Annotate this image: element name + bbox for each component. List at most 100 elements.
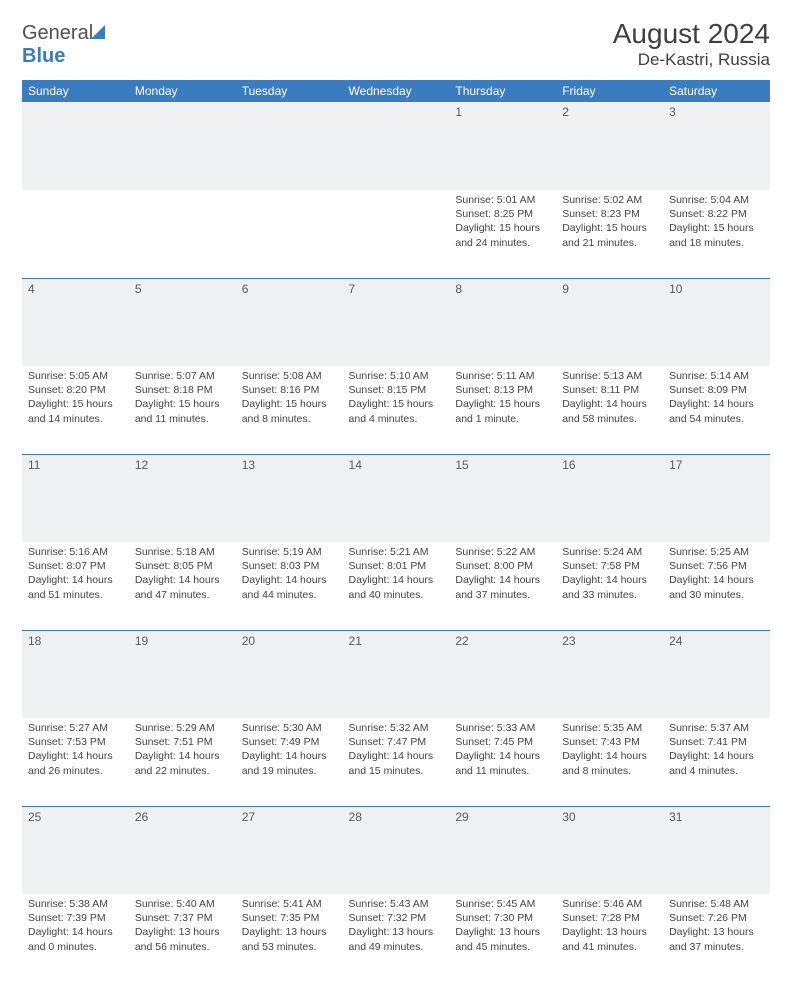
day-number-cell: 8 (449, 278, 556, 366)
day-line: and 33 minutes. (562, 588, 657, 602)
day-number-cell: 20 (236, 630, 343, 718)
day-line: Sunrise: 5:05 AM (28, 369, 123, 383)
day-line: Sunset: 8:23 PM (562, 207, 657, 221)
day-lines: Sunrise: 5:29 AMSunset: 7:51 PMDaylight:… (135, 721, 230, 778)
day-line: Daylight: 14 hours (562, 749, 657, 763)
day-content-cell: Sunrise: 5:01 AMSunset: 8:25 PMDaylight:… (449, 190, 556, 278)
day-content-cell: Sunrise: 5:32 AMSunset: 7:47 PMDaylight:… (343, 718, 450, 806)
day-header: Tuesday (236, 80, 343, 102)
day-line: and 4 minutes. (349, 412, 444, 426)
day-number-cell: 6 (236, 278, 343, 366)
day-line: Sunrise: 5:40 AM (135, 897, 230, 911)
day-content-cell: Sunrise: 5:24 AMSunset: 7:58 PMDaylight:… (556, 542, 663, 630)
day-line: Sunrise: 5:13 AM (562, 369, 657, 383)
calendar-body: 123Sunrise: 5:01 AMSunset: 8:25 PMDaylig… (22, 102, 770, 982)
day-content-cell: Sunrise: 5:38 AMSunset: 7:39 PMDaylight:… (22, 894, 129, 982)
daynum-row: 25262728293031 (22, 806, 770, 894)
day-number-cell: 5 (129, 278, 236, 366)
day-line: Daylight: 13 hours (135, 925, 230, 939)
day-content-cell: Sunrise: 5:41 AMSunset: 7:35 PMDaylight:… (236, 894, 343, 982)
day-line: Daylight: 15 hours (455, 221, 550, 235)
day-line: Sunset: 8:15 PM (349, 383, 444, 397)
day-line: Sunset: 8:16 PM (242, 383, 337, 397)
day-line: Sunset: 8:18 PM (135, 383, 230, 397)
day-line: Sunrise: 5:10 AM (349, 369, 444, 383)
day-content-cell: Sunrise: 5:02 AMSunset: 8:23 PMDaylight:… (556, 190, 663, 278)
day-line: and 11 minutes. (455, 764, 550, 778)
day-lines: Sunrise: 5:43 AMSunset: 7:32 PMDaylight:… (349, 897, 444, 954)
day-line: Sunset: 7:45 PM (455, 735, 550, 749)
day-line: Sunset: 7:51 PM (135, 735, 230, 749)
brand-part2: Blue (22, 45, 65, 67)
day-number-cell: 28 (343, 806, 450, 894)
day-line: Daylight: 14 hours (28, 573, 123, 587)
day-lines: Sunrise: 5:33 AMSunset: 7:45 PMDaylight:… (455, 721, 550, 778)
day-content-cell: Sunrise: 5:33 AMSunset: 7:45 PMDaylight:… (449, 718, 556, 806)
day-line: Sunrise: 5:25 AM (669, 545, 764, 559)
day-line: Daylight: 15 hours (455, 397, 550, 411)
day-line: Sunset: 8:11 PM (562, 383, 657, 397)
day-line: Sunrise: 5:22 AM (455, 545, 550, 559)
day-lines: Sunrise: 5:10 AMSunset: 8:15 PMDaylight:… (349, 369, 444, 426)
day-number-cell: 4 (22, 278, 129, 366)
day-line: Sunset: 7:56 PM (669, 559, 764, 573)
day-number-cell (22, 102, 129, 190)
day-content-cell: Sunrise: 5:04 AMSunset: 8:22 PMDaylight:… (663, 190, 770, 278)
day-lines: Sunrise: 5:37 AMSunset: 7:41 PMDaylight:… (669, 721, 764, 778)
day-line: Sunset: 8:00 PM (455, 559, 550, 573)
day-line: Daylight: 14 hours (349, 573, 444, 587)
day-header: Thursday (449, 80, 556, 102)
day-lines: Sunrise: 5:13 AMSunset: 8:11 PMDaylight:… (562, 369, 657, 426)
day-content-cell: Sunrise: 5:18 AMSunset: 8:05 PMDaylight:… (129, 542, 236, 630)
day-line: and 40 minutes. (349, 588, 444, 602)
day-line: Sunrise: 5:35 AM (562, 721, 657, 735)
brand-logo: General Blue (22, 18, 105, 68)
day-content-cell (236, 190, 343, 278)
day-number-cell: 16 (556, 454, 663, 542)
day-line: Sunrise: 5:14 AM (669, 369, 764, 383)
day-line: Sunrise: 5:41 AM (242, 897, 337, 911)
day-lines: Sunrise: 5:19 AMSunset: 8:03 PMDaylight:… (242, 545, 337, 602)
day-content-cell: Sunrise: 5:05 AMSunset: 8:20 PMDaylight:… (22, 366, 129, 454)
day-line: Sunset: 8:13 PM (455, 383, 550, 397)
day-content-cell: Sunrise: 5:10 AMSunset: 8:15 PMDaylight:… (343, 366, 450, 454)
day-line: Sunset: 7:28 PM (562, 911, 657, 925)
day-line: Sunrise: 5:18 AM (135, 545, 230, 559)
day-line: Sunrise: 5:33 AM (455, 721, 550, 735)
day-line: Sunset: 8:09 PM (669, 383, 764, 397)
day-lines: Sunrise: 5:24 AMSunset: 7:58 PMDaylight:… (562, 545, 657, 602)
day-line: Sunrise: 5:27 AM (28, 721, 123, 735)
day-number-cell: 25 (22, 806, 129, 894)
day-content-cell: Sunrise: 5:08 AMSunset: 8:16 PMDaylight:… (236, 366, 343, 454)
day-content-cell: Sunrise: 5:07 AMSunset: 8:18 PMDaylight:… (129, 366, 236, 454)
day-line: Sunrise: 5:16 AM (28, 545, 123, 559)
day-content-cell: Sunrise: 5:29 AMSunset: 7:51 PMDaylight:… (129, 718, 236, 806)
day-number-cell: 14 (343, 454, 450, 542)
header-row: General Blue August 2024 De-Kastri, Russ… (22, 18, 770, 70)
day-header: Sunday (22, 80, 129, 102)
day-line: and 19 minutes. (242, 764, 337, 778)
day-number-cell: 26 (129, 806, 236, 894)
day-line: Daylight: 14 hours (242, 749, 337, 763)
day-line: Daylight: 15 hours (28, 397, 123, 411)
day-line: and 22 minutes. (135, 764, 230, 778)
day-line: Daylight: 13 hours (349, 925, 444, 939)
day-line: Sunrise: 5:38 AM (28, 897, 123, 911)
day-header: Saturday (663, 80, 770, 102)
day-line: Sunrise: 5:48 AM (669, 897, 764, 911)
day-content-cell: Sunrise: 5:11 AMSunset: 8:13 PMDaylight:… (449, 366, 556, 454)
day-number-cell (236, 102, 343, 190)
day-line: and 37 minutes. (669, 940, 764, 954)
content-row: Sunrise: 5:16 AMSunset: 8:07 PMDaylight:… (22, 542, 770, 630)
day-line: Sunrise: 5:45 AM (455, 897, 550, 911)
day-line: Sunrise: 5:30 AM (242, 721, 337, 735)
calendar-table: SundayMondayTuesdayWednesdayThursdayFrid… (22, 80, 770, 982)
day-number-cell: 18 (22, 630, 129, 718)
day-line: Sunrise: 5:04 AM (669, 193, 764, 207)
day-line: Sunset: 8:05 PM (135, 559, 230, 573)
day-line: Sunrise: 5:08 AM (242, 369, 337, 383)
day-lines: Sunrise: 5:38 AMSunset: 7:39 PMDaylight:… (28, 897, 123, 954)
daynum-row: 18192021222324 (22, 630, 770, 718)
day-line: and 54 minutes. (669, 412, 764, 426)
day-line: Sunset: 7:49 PM (242, 735, 337, 749)
